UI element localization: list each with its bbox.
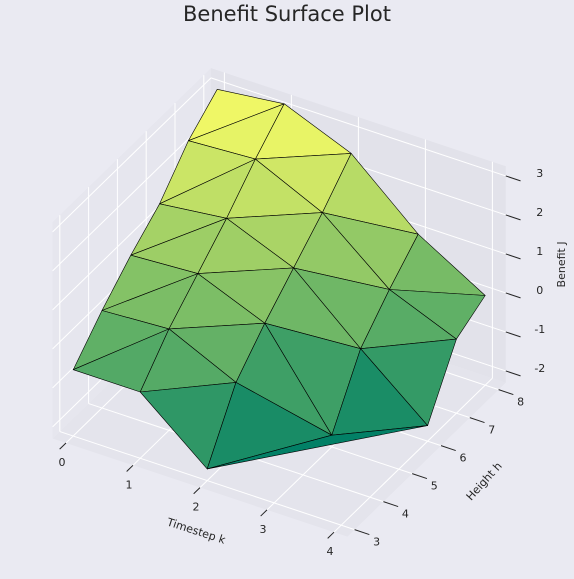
grid-line (59, 431, 355, 531)
z-tick-label: -2 (534, 362, 545, 375)
tick-mark (505, 370, 521, 377)
x-tick-label: 2 (193, 501, 200, 514)
tick-mark (505, 214, 521, 221)
grid-line (52, 116, 212, 272)
y-tick-label: 8 (517, 396, 524, 409)
tick-mark (505, 331, 521, 338)
y-tick-label: 7 (488, 424, 495, 437)
tick-mark (505, 292, 521, 299)
y-tick-label: 3 (373, 536, 380, 549)
tick-mark (354, 529, 370, 536)
y-tick-label: 5 (431, 480, 438, 493)
z-tick-label: 1 (536, 245, 543, 258)
tick-mark (440, 445, 456, 452)
grid-line (210, 77, 506, 177)
x-tick-label: 0 (59, 456, 66, 469)
x-tick-label: 3 (260, 523, 267, 536)
tick-mark (505, 175, 521, 182)
grid-line (52, 77, 212, 233)
chart-title: Benefit Surface Plot (183, 2, 391, 26)
tick-mark (59, 442, 67, 450)
tick-mark (383, 501, 399, 508)
z-tick-label: 0 (536, 284, 543, 297)
z-tick-label: 3 (536, 167, 543, 180)
y-tick-label: 6 (460, 452, 467, 465)
tick-mark (260, 509, 268, 517)
tick-mark (498, 389, 514, 396)
z-tick-label: -1 (534, 323, 545, 336)
tick-mark (505, 253, 521, 260)
x-tick-label: 1 (126, 478, 133, 491)
x-tick-label: 4 (327, 545, 334, 558)
tick-mark (469, 417, 485, 424)
z-tick-label: 2 (536, 206, 543, 219)
z-axis-label: Benefit J (555, 241, 568, 287)
y-tick-label: 4 (402, 508, 409, 521)
grid-line (333, 377, 493, 533)
tick-mark (412, 473, 428, 480)
tick-mark (327, 531, 335, 539)
tick-mark (126, 464, 134, 472)
tick-mark (193, 487, 201, 495)
surface-facet (206, 425, 428, 470)
